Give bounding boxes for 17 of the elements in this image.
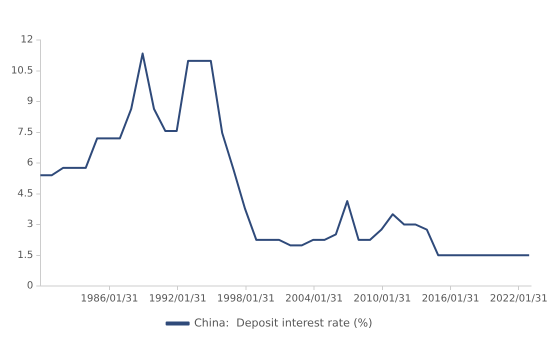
y-tick-label: 6 bbox=[26, 158, 34, 169]
y-tick-label: 3 bbox=[26, 219, 34, 230]
legend-label: China: Deposit interest rate (%) bbox=[194, 316, 372, 330]
x-tick-label: 2016/01/31 bbox=[422, 294, 480, 305]
y-tick-label: 9 bbox=[26, 96, 34, 108]
x-tick-label: 2004/01/31 bbox=[285, 294, 343, 305]
x-tick-label: 2010/01/31 bbox=[353, 294, 412, 305]
y-tick-label: 12 bbox=[20, 34, 34, 46]
y-tick-label: 4.5 bbox=[17, 188, 34, 200]
y-tick-label: 10.5 bbox=[11, 65, 34, 76]
x-tick-label: 2022/01/31 bbox=[490, 294, 548, 305]
x-tick-label: 1986/01/31 bbox=[80, 294, 138, 305]
x-tick-label: 1998/01/31 bbox=[217, 294, 275, 305]
y-tick-label: 1.5 bbox=[17, 250, 34, 261]
y-tick-label: 0 bbox=[26, 280, 34, 292]
x-tick-label: 1992/01/31 bbox=[148, 294, 206, 305]
y-tick-label: 7.5 bbox=[17, 126, 34, 138]
